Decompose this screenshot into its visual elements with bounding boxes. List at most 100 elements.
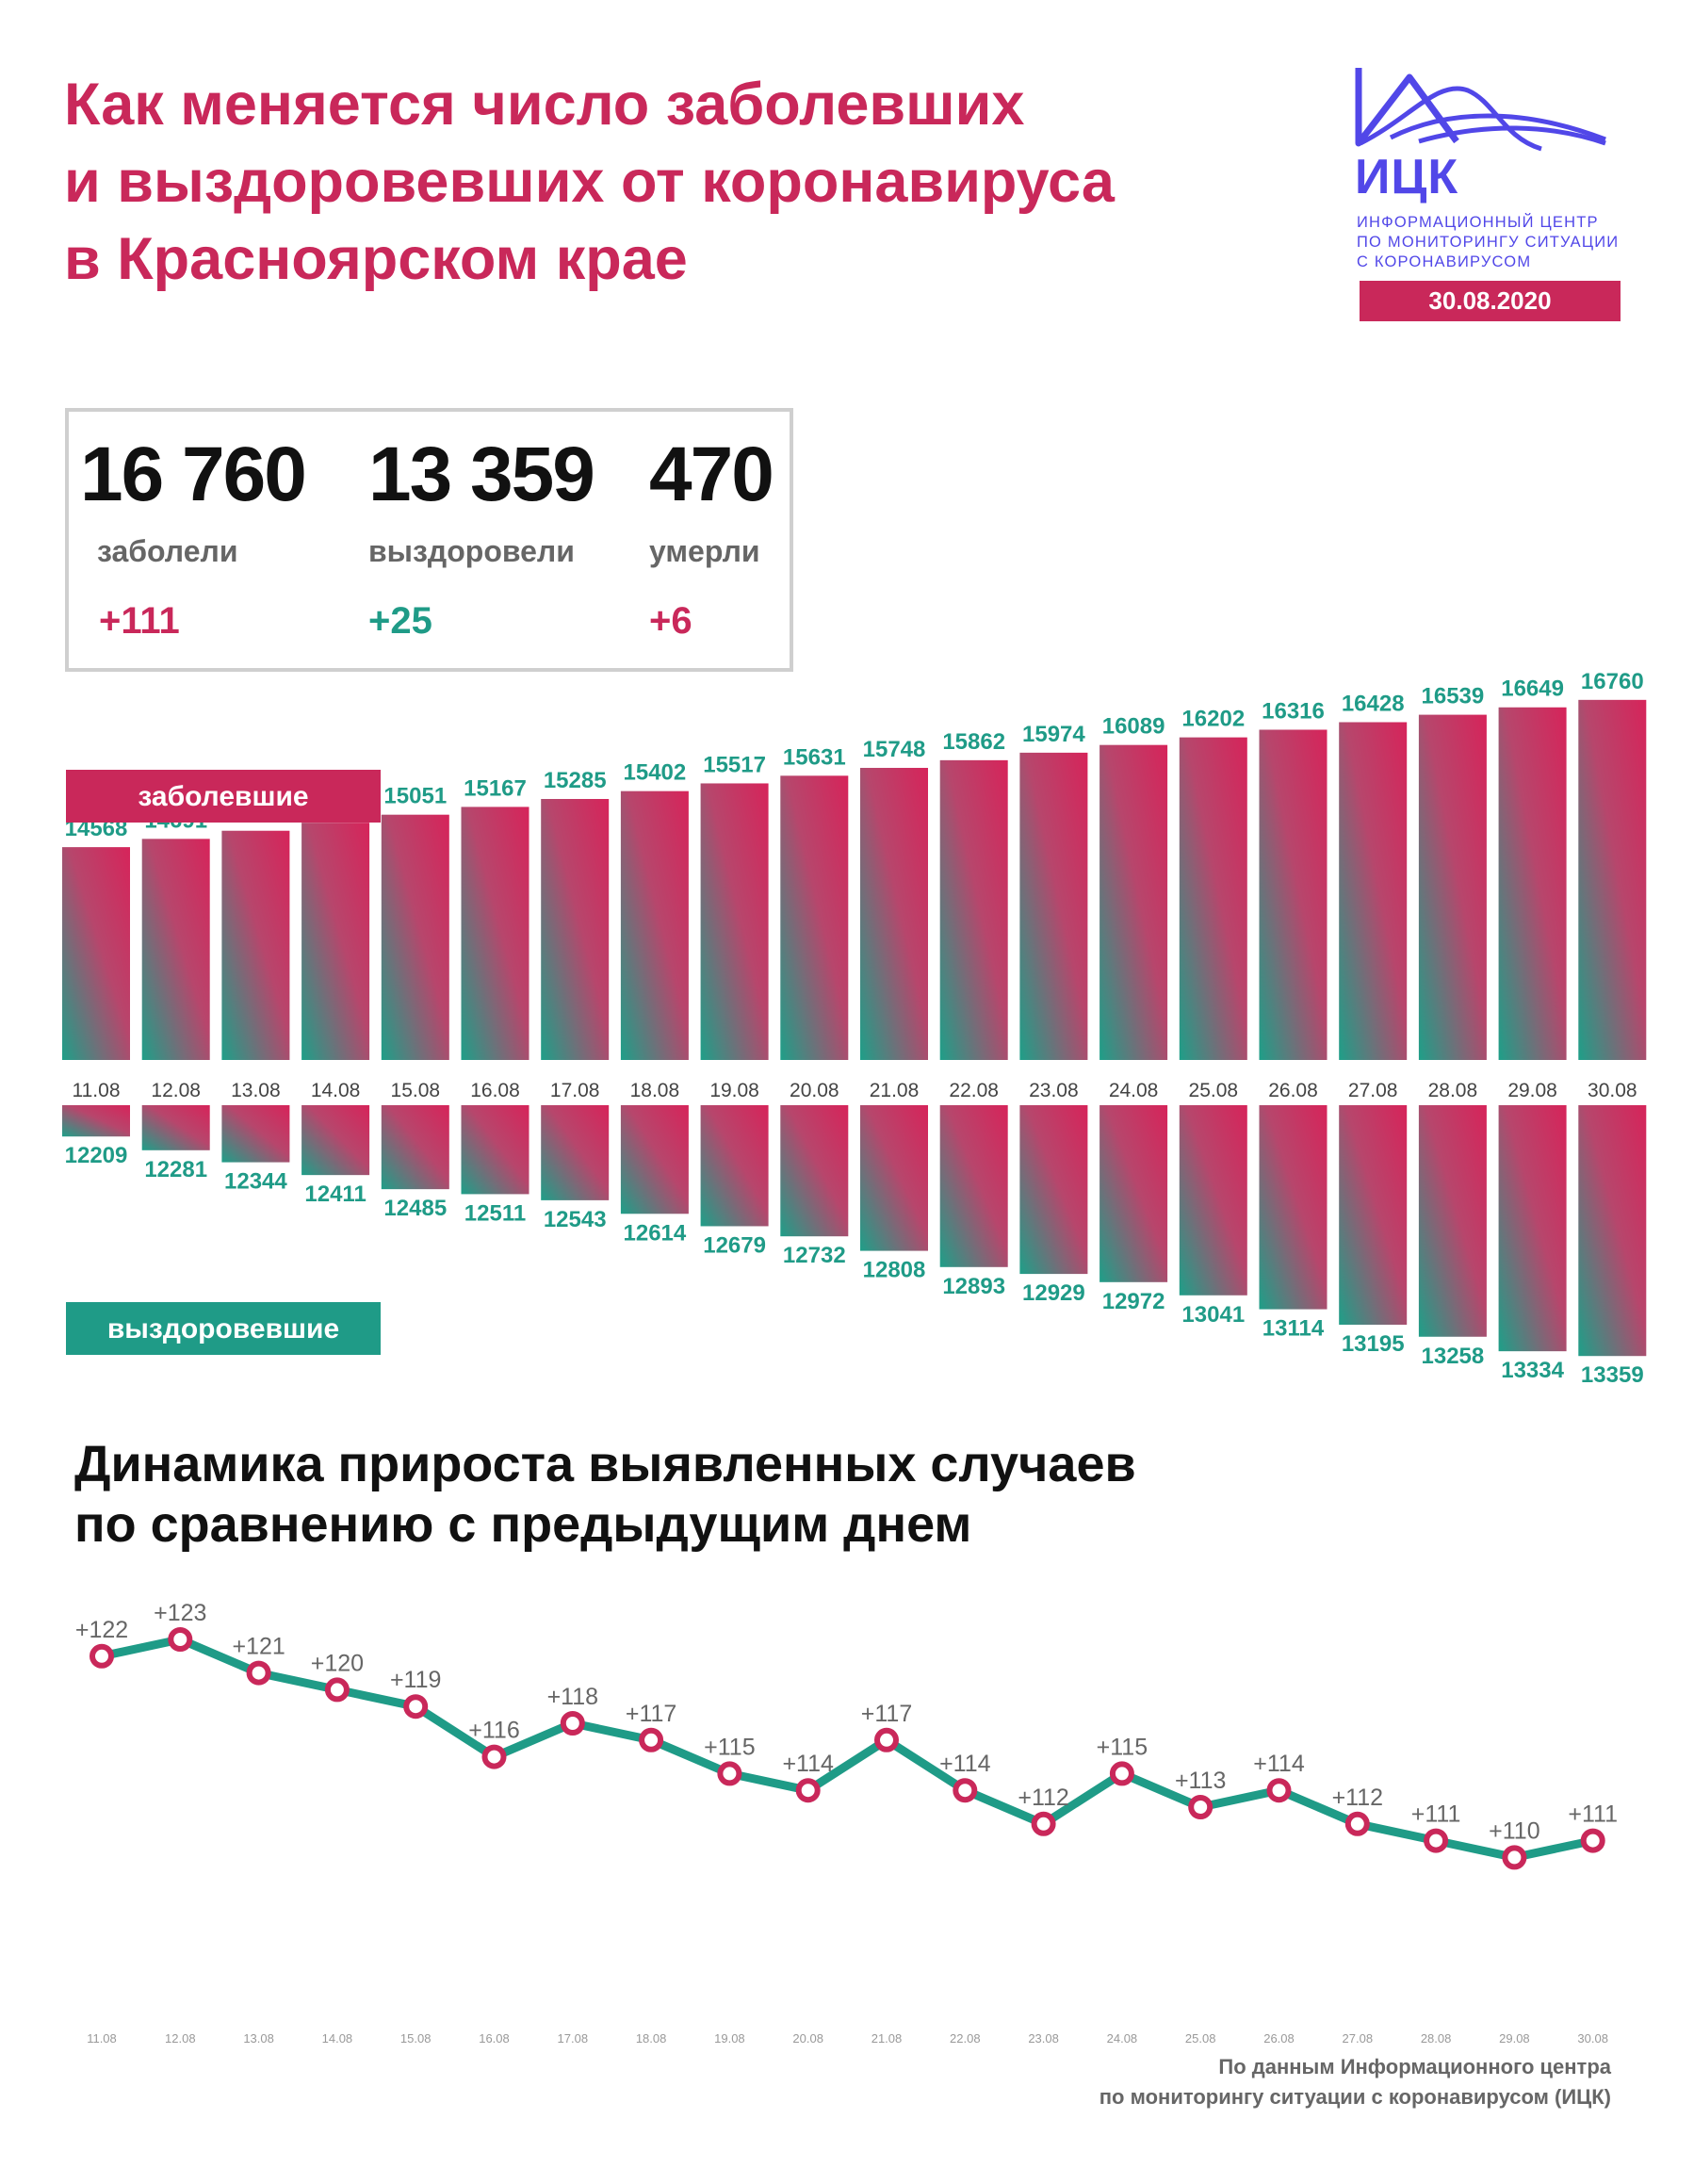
line-point-label-30.08: +111 <box>1568 1801 1618 1828</box>
bar-infected-28.08 <box>1418 714 1487 1060</box>
line-point-label-13.08: +121 <box>232 1634 285 1660</box>
bar-recovered-label-26.08: 13114 <box>1262 1316 1325 1342</box>
bar-recovered-label-23.08: 12929 <box>1022 1280 1085 1306</box>
line-point-17.08 <box>560 1711 585 1736</box>
bar-infected-label-15.08: 15051 <box>383 784 447 809</box>
summary-stats-box: 16 760 заболели +111 13 359 выздоровели … <box>65 408 793 672</box>
bar-infected-label-28.08: 16539 <box>1422 684 1485 709</box>
source-note-line-1: По данным Информационного центра <box>1218 2055 1611 2078</box>
ick-logo-name: ИЦК <box>1355 150 1459 204</box>
line-chart-title-line-1: Динамика прироста выявленных случаев <box>74 1436 1136 1492</box>
bar-infected-label-19.08: 15517 <box>703 752 766 777</box>
bar-recovered-13.08 <box>221 1105 290 1163</box>
bar-recovered-30.08 <box>1578 1105 1647 1357</box>
ick-logo: ИЦК ИНФОРМАЦИОННЫЙ ЦЕНТР ПО МОНИТОРИНГУ … <box>1353 62 1626 270</box>
legend-infected-label: заболевшие <box>138 781 308 812</box>
bar-recovered-29.08 <box>1498 1105 1567 1352</box>
line-point-11.08 <box>90 1643 114 1669</box>
bar-recovered-21.08 <box>860 1105 928 1251</box>
bar-recovered-22.08 <box>939 1105 1008 1267</box>
bar-infected-13.08 <box>221 830 290 1060</box>
stat-recovered-value: 13 359 <box>368 432 595 517</box>
bar-recovered-26.08 <box>1259 1105 1328 1310</box>
line-point-30.08 <box>1580 1828 1605 1853</box>
line-point-22.08 <box>953 1778 978 1803</box>
line-point-label-22.08: +114 <box>939 1751 991 1777</box>
line-point-label-19.08: +115 <box>704 1734 755 1760</box>
bar-recovered-label-19.08: 12679 <box>703 1232 766 1258</box>
bar-infected-label-24.08: 16089 <box>1102 714 1165 740</box>
bar-recovered-16.08 <box>461 1105 529 1195</box>
x-tick-25.08: 25.08 <box>1189 1080 1239 1101</box>
bar-infected-12.08 <box>141 839 210 1060</box>
line-point-27.08 <box>1344 1811 1370 1836</box>
line-x-tick-12.08: 12.08 <box>165 2031 196 2045</box>
source-note-line-2: по мониторингу ситуации с коронавирусом … <box>1099 2085 1611 2109</box>
bar-recovered-17.08 <box>541 1105 610 1200</box>
line-point-29.08 <box>1502 1845 1527 1870</box>
bar-infected-label-30.08: 16760 <box>1581 669 1644 694</box>
line-x-tick-30.08: 30.08 <box>1577 2031 1608 2045</box>
stat-deaths-delta: +6 <box>649 600 692 642</box>
line-point-label-17.08: +118 <box>547 1684 598 1710</box>
x-tick-29.08: 29.08 <box>1507 1080 1557 1101</box>
x-tick-30.08: 30.08 <box>1588 1080 1637 1101</box>
x-tick-27.08: 27.08 <box>1348 1080 1398 1101</box>
bar-infected-22.08 <box>939 759 1008 1060</box>
bar-recovered-label-15.08: 12485 <box>383 1196 447 1221</box>
source-note: По данным Информационного центра по мони… <box>1099 2052 1611 2112</box>
legend-recovered-badge <box>66 1302 381 1355</box>
line-point-26.08 <box>1266 1778 1292 1803</box>
line-point-label-27.08: +112 <box>1332 1785 1383 1811</box>
bar-recovered-label-22.08: 12893 <box>942 1274 1005 1299</box>
page-title: Как меняется число заболевших и выздоров… <box>64 66 1242 298</box>
line-point-label-25.08: +113 <box>1175 1768 1226 1794</box>
stat-infected-label: заболели <box>97 534 238 568</box>
bar-infected-11.08 <box>62 847 130 1060</box>
line-point-16.08 <box>481 1744 507 1769</box>
bar-recovered-label-14.08: 12411 <box>304 1182 366 1207</box>
bar-infected-23.08 <box>1019 752 1088 1060</box>
bar-infected-label-18.08: 15402 <box>624 760 687 786</box>
line-x-tick-26.08: 26.08 <box>1263 2031 1295 2045</box>
line-point-15.08 <box>403 1694 429 1719</box>
ick-logo-subtitle-line-2: ПО МОНИТОРИНГУ СИТУАЦИИ <box>1357 234 1620 251</box>
bar-infected-label-21.08: 15748 <box>863 737 926 762</box>
bar-recovered-label-24.08: 12972 <box>1102 1289 1165 1314</box>
x-tick-22.08: 22.08 <box>949 1080 999 1101</box>
x-tick-18.08: 18.08 <box>630 1080 680 1101</box>
bar-infected-26.08 <box>1259 729 1328 1060</box>
bar-recovered-12.08 <box>141 1105 210 1150</box>
x-tick-17.08: 17.08 <box>550 1080 600 1101</box>
legend-recovered-label: выздоровевшие <box>107 1313 339 1345</box>
line-x-tick-22.08: 22.08 <box>950 2031 981 2045</box>
line-point-label-12.08: +123 <box>154 1600 206 1626</box>
ick-logo-subtitle: ИНФОРМАЦИОННЫЙ ЦЕНТР ПО МОНИТОРИНГУ СИТУ… <box>1357 213 1639 272</box>
bar-infected-16.08 <box>461 807 529 1060</box>
x-tick-23.08: 23.08 <box>1029 1080 1079 1101</box>
line-point-20.08 <box>795 1778 821 1803</box>
bar-recovered-14.08 <box>301 1105 370 1176</box>
bar-recovered-label-13.08: 12344 <box>224 1169 287 1195</box>
legend-infected-badge <box>66 770 381 823</box>
ick-logo-icon <box>1355 68 1606 152</box>
page-title-line-2: и выздоровевших от коронавируса <box>64 149 1115 215</box>
line-point-23.08 <box>1031 1811 1056 1836</box>
bar-recovered-27.08 <box>1339 1105 1408 1325</box>
bar-recovered-label-12.08: 12281 <box>144 1157 207 1182</box>
line-series-increment <box>101 1635 1594 1862</box>
bar-recovered-15.08 <box>381 1105 449 1190</box>
bar-recovered-label-18.08: 12614 <box>624 1220 687 1246</box>
x-tick-20.08: 20.08 <box>790 1080 839 1101</box>
line-point-25.08 <box>1188 1795 1213 1819</box>
bar-recovered-label-17.08: 12543 <box>544 1207 607 1232</box>
bar-infected-label-17.08: 15285 <box>544 768 607 793</box>
stat-deaths-label: умерли <box>649 534 760 568</box>
line-point-label-14.08: +120 <box>311 1650 364 1676</box>
bar-infected-label-20.08: 15631 <box>783 744 846 770</box>
bar-infected-15.08 <box>381 814 449 1060</box>
line-x-tick-11.08: 11.08 <box>87 2031 117 2045</box>
bar-recovered-28.08 <box>1418 1105 1487 1337</box>
x-tick-26.08: 26.08 <box>1268 1080 1318 1101</box>
ick-logo-subtitle-line-1: ИНФОРМАЦИОННЫЙ ЦЕНТР <box>1357 214 1599 231</box>
